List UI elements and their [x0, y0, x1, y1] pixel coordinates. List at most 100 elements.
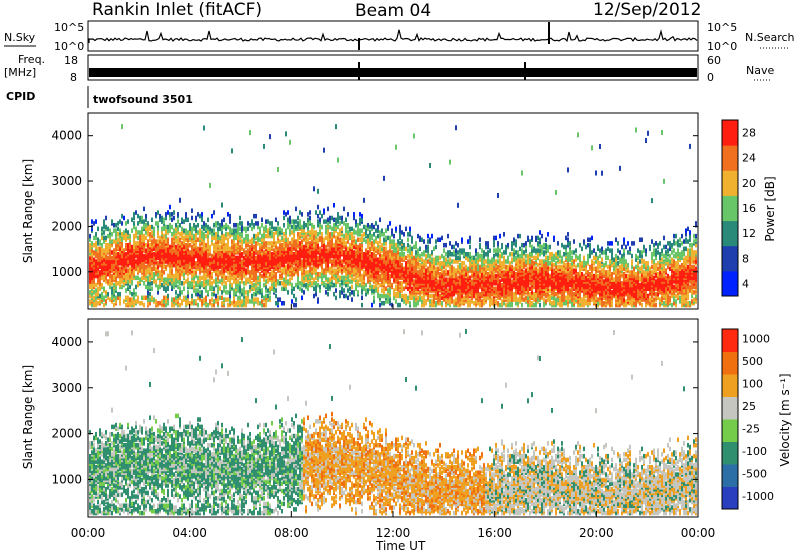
power-cell [281, 235, 283, 241]
power-cell [181, 246, 183, 252]
power-cell [447, 250, 449, 255]
power-cell [419, 290, 421, 295]
power-cell [221, 295, 223, 301]
power-cell [259, 242, 261, 248]
power-cell [199, 262, 201, 268]
power-cell [255, 255, 257, 261]
power-cell [267, 275, 269, 281]
power-cell [189, 235, 191, 241]
power-cell [227, 241, 229, 246]
power-cell [153, 275, 155, 281]
power-cell [257, 232, 259, 237]
power-cell [191, 293, 193, 299]
power-cell [247, 226, 249, 232]
power-cell [121, 213, 123, 219]
power-cell [351, 290, 353, 295]
power-cell [247, 295, 249, 301]
power-cell [401, 268, 403, 273]
power-cell [309, 264, 311, 270]
power-cell [403, 299, 405, 304]
power-cell [325, 244, 327, 250]
power-cell [311, 266, 313, 272]
power-cell [327, 282, 329, 288]
power-cell [187, 217, 189, 223]
power-cell [481, 257, 483, 262]
power-cell [117, 232, 119, 237]
power-cell [343, 250, 345, 255]
power-cell [301, 244, 303, 250]
power-cell [469, 239, 471, 244]
power-cell [293, 224, 295, 230]
power-cell [127, 279, 129, 284]
power-cell [161, 275, 163, 281]
power-cell [229, 257, 231, 262]
power-cell [215, 235, 217, 241]
power-cell [99, 239, 101, 244]
power-cell [383, 293, 385, 299]
power-cell [223, 233, 225, 239]
power-cell [217, 261, 219, 266]
power-cell [263, 237, 265, 242]
power-cell [165, 277, 167, 282]
power-cell [353, 235, 355, 241]
power-cell [251, 237, 253, 242]
power-cell [395, 242, 397, 248]
power-cell [145, 213, 147, 219]
power-cell [475, 288, 477, 293]
power-cell [205, 295, 207, 301]
power-cell [249, 130, 251, 136]
power-cell [335, 295, 337, 301]
power-cell [297, 232, 299, 237]
power-cell [293, 266, 295, 272]
power-cell [427, 259, 429, 264]
power-cell [179, 275, 181, 281]
power-cell [433, 275, 435, 281]
power-cell [253, 237, 255, 242]
power-cell [289, 215, 291, 221]
power-cell [241, 252, 243, 257]
power-cell [369, 246, 371, 252]
power-cell [91, 252, 93, 257]
power-cell [287, 290, 289, 295]
power-cell [467, 257, 469, 262]
power-cell [167, 253, 169, 259]
power-cell [449, 281, 451, 286]
power-cell [383, 237, 385, 242]
power-cell [365, 257, 367, 262]
power-cell [233, 279, 235, 284]
power-cell [163, 244, 165, 250]
power-cell [379, 244, 381, 250]
power-cell [367, 222, 369, 228]
power-cell [97, 226, 99, 232]
power-cell [289, 219, 291, 224]
noise-panel-frame [87, 20, 699, 52]
power-cell [279, 239, 281, 244]
power-cell [279, 230, 281, 235]
power-cell [361, 228, 363, 233]
power-cell [167, 299, 169, 304]
power-cell [479, 268, 481, 273]
power-cell [177, 250, 179, 255]
power-cell [363, 252, 365, 257]
power-cell [235, 232, 237, 237]
power-cell [183, 228, 185, 233]
power-cell [137, 221, 139, 226]
power-cell [243, 281, 245, 286]
power-cell [369, 230, 371, 235]
power-cell [201, 212, 203, 217]
power-cell [459, 288, 461, 293]
power-cell [301, 288, 303, 293]
power-cell [331, 215, 333, 221]
power-cell [353, 250, 355, 255]
power-cell [105, 250, 107, 255]
power-cell [381, 279, 383, 284]
power-cell [357, 226, 359, 232]
power-cell [141, 226, 143, 232]
power-cell [177, 224, 179, 230]
power-cell [185, 295, 187, 301]
power-cell [285, 286, 287, 291]
power-cell [149, 281, 151, 286]
power-cell [191, 233, 193, 239]
power-cell [291, 299, 293, 304]
power-cell [139, 215, 141, 221]
